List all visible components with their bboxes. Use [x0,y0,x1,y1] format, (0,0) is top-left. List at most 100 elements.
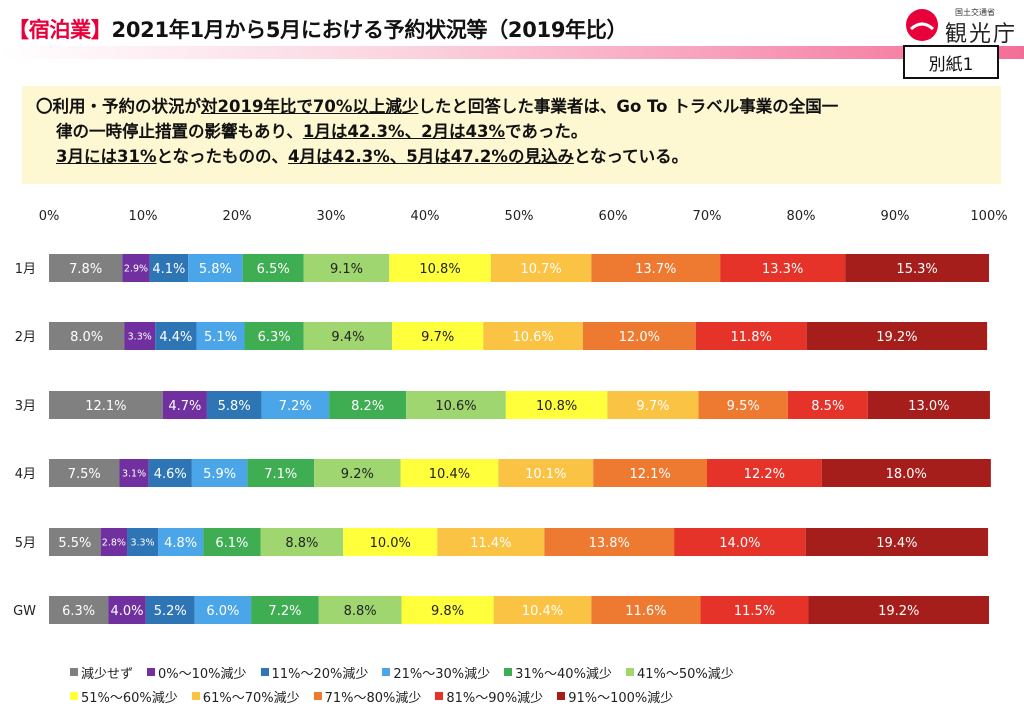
x-tick-label: 30% [317,209,346,224]
bar-segment [607,391,699,419]
bar-segment [845,254,989,282]
data-label: 9.4% [331,330,364,345]
data-label: 6.3% [62,604,95,619]
legend-label: 減少せず [81,666,134,682]
data-label: 7.2% [268,604,301,619]
data-label: 3.1% [122,469,146,480]
data-label: 4.7% [168,399,201,414]
data-label: 7.1% [264,467,297,482]
data-label: 5.8% [199,262,232,277]
legend-swatch [625,668,634,676]
legend-row: 減少せず 0%～10%減少 11%～20%減少 21%～30%減少 31%～40%減少 4… [70,660,1000,684]
data-label: 10.8% [419,262,460,277]
legend-swatch [191,692,200,700]
x-tick-label: 70% [693,209,722,224]
agency-logo: 国土交通省 観光庁 [905,6,1020,47]
summary-underline: 対2019年比で70%以上減少 [201,97,419,116]
data-label: 18.0% [886,467,927,482]
bar-segment [149,254,189,282]
x-tick-label: 20% [223,209,252,224]
bar-segment [49,596,109,624]
bar-segment [124,322,156,350]
bar-segment [707,459,822,487]
data-label: 4.4% [159,330,192,345]
legend-swatch [70,692,78,700]
summary-text: したと回答した事業者は、Go To トラベル事業の全国一 [418,97,839,116]
data-label: 7.5% [68,467,101,482]
bar-segment [674,528,806,556]
bar-segment [162,391,207,419]
summary-line-2: 律の一時停止措置の影響もあり、1月は42.3%、2月は43%であった。 [36,119,987,144]
summary-underline: 1月は42.3%、2月は43% [302,122,506,141]
bar-segment [493,596,592,624]
bar-segment [437,528,545,556]
data-label: 9.5% [727,399,760,414]
bar-segment [145,596,195,624]
title-bracket-close: 】 [90,18,112,42]
data-label: 12.0% [619,330,660,345]
title-rule [0,46,1024,59]
bar-segment [406,391,506,419]
legend-label: 71%～80%減少 [324,690,422,706]
bar-segment [303,322,393,350]
data-label: 5.5% [58,536,91,551]
summary-box: 〇利用・予約の状況が対2019年比で70%以上減少したと回答した事業者は、Go … [22,86,1001,184]
stacked-bar-chart: 0% 10% 20% 30% 40% 50% 60% 70% 80% 90% 100% 1月 2月 3月 4… [13,209,1008,624]
bar-segment [867,391,990,419]
bar-segment [400,459,499,487]
legend-label: 51%～60%減少 [81,690,178,706]
summary-text: 〇利用・予約の状況が [36,97,201,116]
legend-item: 41%～50%減少 [625,663,734,682]
title-bracket-open: 【 [8,18,29,42]
x-tick-label: 0% [39,209,60,224]
bar-segment [695,322,807,350]
data-label: 10.4% [522,604,563,619]
logo-name: 観光庁 [945,22,1018,47]
data-label: 10.7% [520,262,561,277]
bar-segment [343,528,438,556]
data-label: 8.0% [70,330,103,345]
legend-item: 減少せず [70,663,133,682]
bar-segment [805,528,989,556]
legend-label: 11%～20%減少 [271,666,369,682]
bar-segment [700,596,809,624]
legend-swatch [70,668,78,676]
bar-segment [49,528,101,556]
data-label: 4.1% [152,262,185,277]
data-label: 19.2% [878,604,919,619]
data-label: 8.8% [344,604,377,619]
legend-item: 51%～60%減少 [70,687,178,706]
bar-segment [155,322,197,350]
legend-item: 61%～70%減少 [191,687,300,706]
data-label: 6.1% [215,536,248,551]
summary-line-3: 3月には31%となったものの、4月は42.3%、5月は47.2%の見込みとなって… [36,144,987,169]
data-label: 19.2% [876,330,917,345]
data-label: 9.1% [330,262,363,277]
bar-segment [314,459,401,487]
data-label: 5.8% [218,399,251,414]
title-text: 2021年1月から5月における予約状況等（2019年比） [111,18,628,42]
bar-segment [148,459,192,487]
data-label: 11.4% [470,536,511,551]
data-label: 11.6% [625,604,666,619]
data-label: 12.1% [629,467,670,482]
bar-segment [582,322,696,350]
data-label: 12.1% [85,399,126,414]
bar-segment [49,391,163,419]
data-label: 11.8% [731,330,772,345]
data-label: 10.1% [525,467,566,482]
data-label: 2.8% [102,538,126,549]
bar-segment [188,254,243,282]
category-label: 2月 [15,330,36,345]
bar-segment [591,596,701,624]
data-label: 6.3% [258,330,291,345]
bar-segment [127,528,159,556]
bar-segment [544,528,675,556]
bar-segment [401,596,494,624]
summary-text: となっている。 [573,147,689,166]
data-label: 2.9% [124,264,148,275]
data-label: 3.3% [128,332,152,343]
data-label: 11.5% [734,604,775,619]
summary-text: 律の一時停止措置の影響もあり、 [56,122,303,141]
bar-segment [490,254,592,282]
